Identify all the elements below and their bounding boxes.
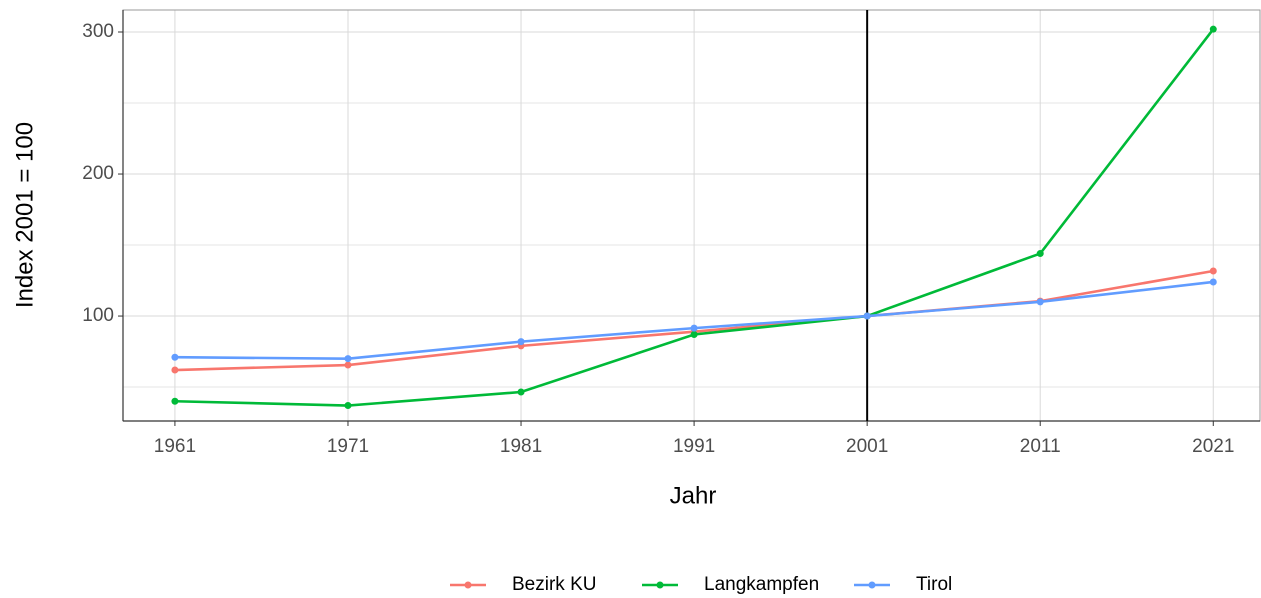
point bbox=[1209, 267, 1217, 275]
point bbox=[171, 366, 179, 374]
x-tick-label: 1961 bbox=[154, 436, 196, 457]
x-tick-label: 1991 bbox=[673, 436, 715, 457]
point bbox=[1036, 250, 1044, 258]
legend-label: Tirol bbox=[916, 574, 952, 595]
point bbox=[690, 324, 698, 332]
point bbox=[1036, 298, 1044, 306]
x-tick-label: 2021 bbox=[1192, 436, 1234, 457]
point bbox=[171, 397, 179, 405]
point bbox=[517, 338, 525, 346]
point bbox=[344, 355, 352, 363]
x-tick-label: 1971 bbox=[327, 436, 369, 457]
y-tick-label: 200 bbox=[82, 163, 114, 184]
point bbox=[344, 402, 352, 410]
point bbox=[690, 331, 698, 339]
legend-label: Langkampfen bbox=[704, 574, 819, 595]
x-tick-label: 2001 bbox=[846, 436, 888, 457]
y-tick-label: 100 bbox=[82, 305, 114, 326]
x-tick-label: 2011 bbox=[1020, 436, 1061, 457]
y-tick-label: 300 bbox=[82, 21, 114, 42]
point bbox=[171, 353, 179, 361]
point bbox=[863, 312, 871, 320]
legend-key-point bbox=[656, 581, 664, 589]
point bbox=[1209, 25, 1217, 33]
point bbox=[517, 388, 525, 396]
point bbox=[1209, 278, 1217, 286]
legend-key-point bbox=[464, 581, 472, 589]
point bbox=[344, 361, 352, 369]
y-axis-title: Index 2001 = 100 bbox=[11, 122, 38, 308]
legend-label: Bezirk KU bbox=[512, 574, 596, 595]
legend-key-point bbox=[868, 581, 876, 589]
x-axis-title: Jahr bbox=[670, 482, 717, 509]
x-tick-label: 1981 bbox=[500, 436, 542, 457]
